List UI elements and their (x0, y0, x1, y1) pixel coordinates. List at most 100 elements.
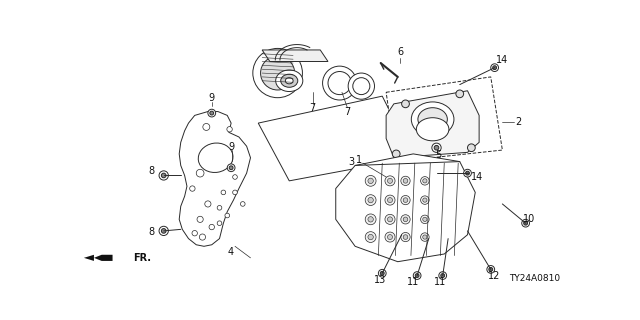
Circle shape (402, 100, 410, 108)
Circle shape (403, 179, 408, 183)
Polygon shape (94, 255, 113, 261)
Circle shape (463, 169, 472, 177)
Circle shape (227, 127, 232, 132)
Text: 9: 9 (229, 142, 235, 152)
Ellipse shape (281, 74, 298, 87)
Polygon shape (386, 91, 479, 158)
Circle shape (365, 175, 376, 186)
Circle shape (385, 176, 395, 186)
Circle shape (365, 195, 376, 205)
Circle shape (465, 171, 469, 175)
Text: 12: 12 (488, 271, 501, 281)
Polygon shape (84, 255, 94, 261)
Circle shape (208, 109, 216, 117)
Ellipse shape (285, 78, 293, 84)
Ellipse shape (198, 143, 233, 172)
Circle shape (401, 176, 410, 186)
Circle shape (385, 195, 395, 205)
Circle shape (227, 164, 235, 172)
Circle shape (365, 214, 376, 225)
Circle shape (196, 169, 204, 177)
Circle shape (199, 234, 205, 240)
Circle shape (522, 219, 529, 227)
Circle shape (441, 274, 445, 277)
Circle shape (387, 197, 392, 203)
Ellipse shape (276, 70, 303, 92)
Circle shape (348, 73, 374, 99)
Circle shape (209, 224, 214, 230)
Ellipse shape (418, 108, 447, 131)
Text: 14: 14 (496, 55, 509, 65)
Polygon shape (179, 112, 250, 246)
Circle shape (493, 66, 497, 69)
Circle shape (368, 217, 373, 222)
Circle shape (365, 232, 376, 243)
Circle shape (253, 48, 303, 98)
Circle shape (229, 166, 233, 170)
Circle shape (233, 175, 237, 179)
Circle shape (456, 90, 463, 98)
Circle shape (401, 232, 410, 242)
Circle shape (415, 274, 419, 277)
Text: 7: 7 (344, 107, 351, 117)
Circle shape (159, 226, 168, 236)
Circle shape (161, 173, 166, 178)
Polygon shape (386, 77, 502, 162)
Polygon shape (262, 50, 328, 61)
Text: 6: 6 (397, 47, 403, 57)
Circle shape (217, 221, 222, 226)
Text: 13: 13 (374, 275, 386, 285)
Circle shape (423, 217, 427, 221)
Circle shape (401, 215, 410, 224)
Text: 5: 5 (435, 150, 441, 160)
Circle shape (323, 66, 356, 100)
Ellipse shape (412, 102, 454, 137)
Circle shape (378, 269, 386, 277)
Circle shape (221, 190, 226, 195)
Circle shape (420, 177, 429, 185)
Circle shape (434, 145, 439, 150)
Circle shape (380, 271, 384, 275)
Ellipse shape (417, 118, 449, 141)
Circle shape (401, 196, 410, 205)
Circle shape (420, 215, 429, 224)
Circle shape (491, 64, 499, 71)
Circle shape (161, 228, 166, 233)
Circle shape (225, 213, 230, 218)
Text: 3: 3 (348, 156, 355, 167)
Circle shape (385, 232, 395, 242)
Text: 8: 8 (148, 228, 154, 237)
Circle shape (489, 268, 493, 271)
Circle shape (423, 235, 427, 239)
Polygon shape (259, 96, 413, 181)
Circle shape (353, 78, 370, 95)
Circle shape (205, 201, 211, 207)
Circle shape (217, 205, 222, 210)
Circle shape (387, 217, 392, 222)
Text: 14: 14 (470, 172, 483, 182)
Text: 7: 7 (309, 103, 316, 113)
Circle shape (368, 197, 373, 203)
Circle shape (210, 111, 214, 115)
Circle shape (420, 196, 429, 204)
Text: 9: 9 (209, 93, 215, 103)
Text: 11: 11 (407, 277, 419, 287)
Circle shape (403, 217, 408, 222)
Circle shape (439, 272, 447, 279)
Text: 2: 2 (516, 116, 522, 126)
Circle shape (159, 171, 168, 180)
Circle shape (392, 150, 400, 158)
Circle shape (467, 144, 476, 152)
Circle shape (368, 234, 373, 240)
Circle shape (368, 178, 373, 184)
Circle shape (387, 178, 392, 183)
Text: 4: 4 (228, 247, 234, 258)
Circle shape (420, 233, 429, 241)
Text: 1: 1 (356, 155, 362, 165)
Circle shape (197, 216, 204, 222)
Circle shape (192, 230, 197, 236)
Text: 10: 10 (524, 214, 536, 224)
Circle shape (387, 235, 392, 240)
Circle shape (524, 221, 527, 225)
Circle shape (189, 186, 195, 191)
